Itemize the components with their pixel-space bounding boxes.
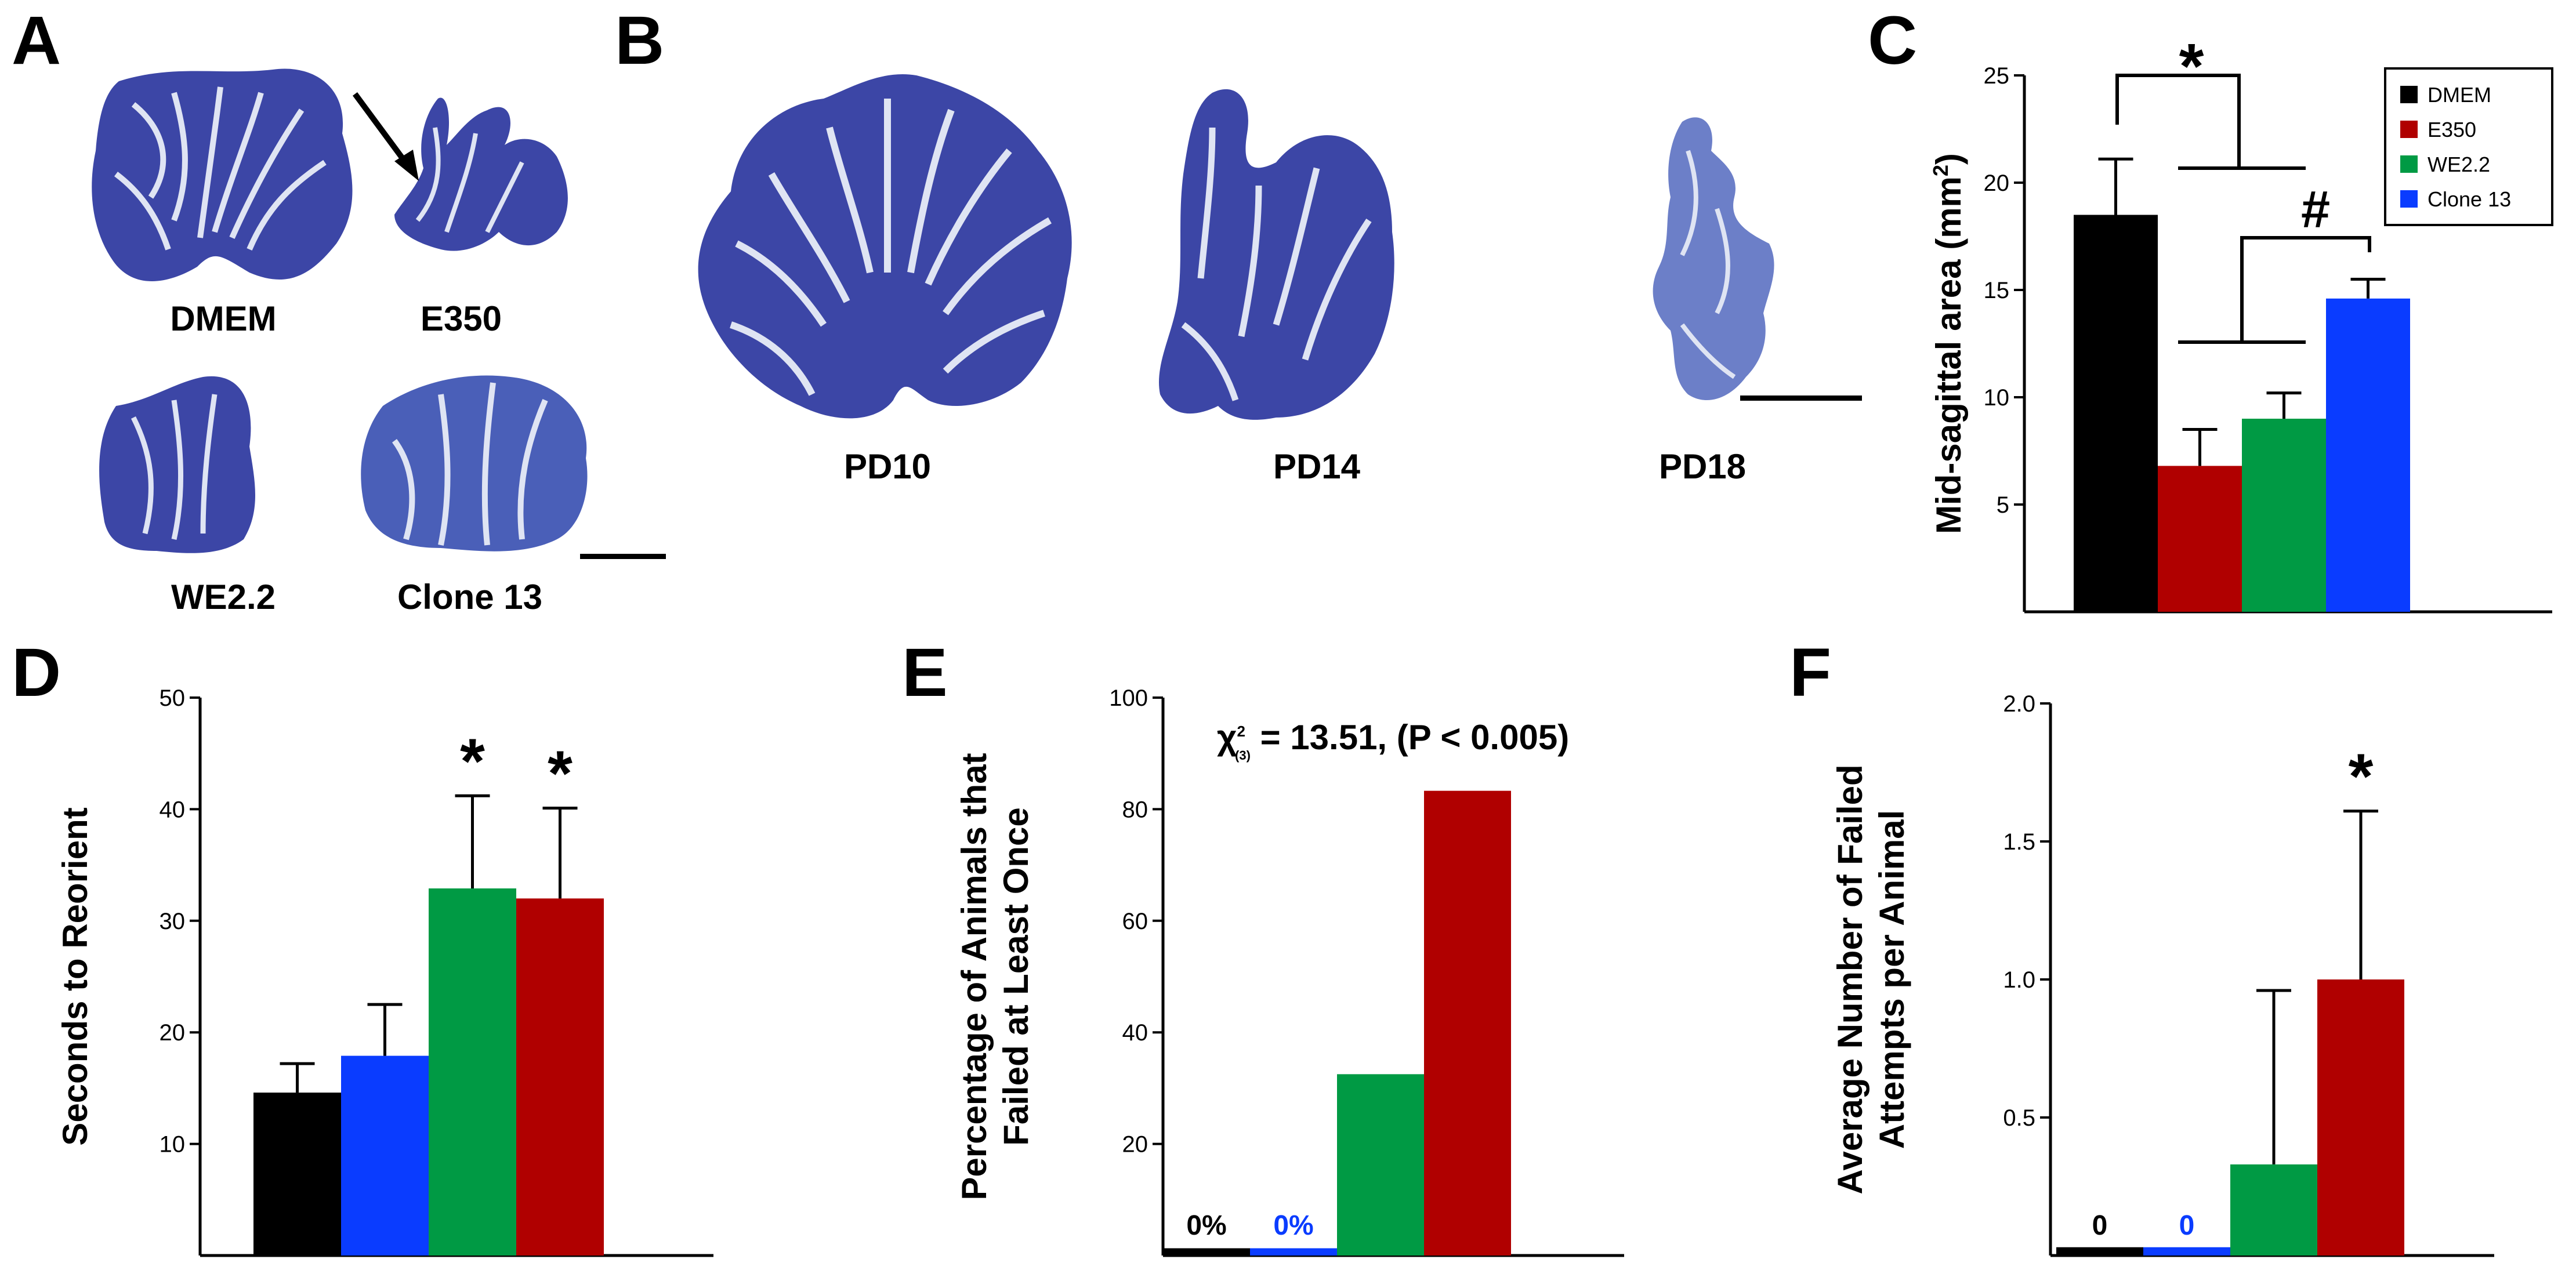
legend-swatch	[2400, 86, 2418, 103]
scale-bar-b	[1740, 395, 1862, 401]
y-tick-label: 2.0	[2003, 691, 2035, 717]
bar-we2-2	[1337, 1074, 1424, 1256]
chart-c-legend: DMEM E350 WE2.2 Clone 13	[2384, 67, 2553, 226]
panel-label-e: E	[902, 634, 948, 711]
bar-e350	[2158, 466, 2242, 612]
legend-label: WE2.2	[2428, 153, 2490, 176]
bar-e350	[2317, 979, 2404, 1256]
bar-value-label: 0	[2092, 1210, 2108, 1241]
y-axis-label: Failed at Least Once	[997, 807, 1035, 1146]
significance-star: *	[548, 738, 573, 809]
bar-we2-2	[429, 888, 516, 1256]
cerebellum-image-dmem	[92, 68, 353, 282]
y-axis-label: Percentage of Animals that	[955, 753, 994, 1200]
bar-dmem	[2074, 215, 2158, 612]
bar-value-label: 0%	[1186, 1210, 1226, 1241]
chart-f-failed-attempts: 0.5 1.0 1.5 2.0 0 0 * Average Number of Failed A…	[1831, 691, 2494, 1257]
bar-dmem	[2056, 1247, 2143, 1256]
y-tick-label: 100	[1109, 685, 1148, 711]
significance-star: *	[2349, 741, 2374, 812]
significance-star: *	[460, 725, 485, 797]
chart-e-chi-square-stat: χ2 (3) = 13.51, (P < 0.005)	[1217, 718, 1569, 763]
y-tick-label: 15	[1984, 278, 2010, 303]
cerebellum-image-we22	[99, 376, 255, 553]
y-tick-label: 25	[1984, 63, 2010, 89]
y-tick-label: 10	[1984, 385, 2010, 411]
y-tick-label: 10	[160, 1132, 186, 1157]
chart-e-percentage-failed: 20 40 60 80 100 0% 0% Percentage of Animals tha…	[955, 685, 1624, 1257]
chart-d-seconds-to-reorient: 10 20 30 40 50 * * Seconds to Reorient	[56, 685, 713, 1257]
y-tick-label: 20	[160, 1020, 186, 1046]
bar-dmem	[1163, 1248, 1250, 1256]
panel-label-d: D	[12, 634, 61, 711]
bar-clone-13	[2326, 298, 2410, 612]
legend-label: E350	[2428, 118, 2476, 141]
y-tick-label: 20	[1984, 170, 2010, 196]
chart-c-mid-sagittal-area: 5 10 15 20 25 Mid-sagittal area (mm2)	[1929, 63, 2552, 614]
caption-pd14: PD14	[1273, 447, 1361, 486]
caption-a-dmem: DMEM	[170, 299, 276, 338]
y-tick-label: 20	[1122, 1132, 1148, 1157]
cerebellum-image-pd14	[1158, 89, 1394, 420]
bar-value-label: 0%	[1273, 1210, 1313, 1241]
scale-bar-a	[580, 554, 666, 559]
legend-label: Clone 13	[2428, 187, 2511, 211]
panel-label-a: A	[12, 2, 61, 79]
chart-c-star: *	[2179, 31, 2204, 102]
caption-a-clone13: Clone 13	[397, 578, 542, 616]
bar-clone-13	[341, 1055, 429, 1256]
caption-pd18: PD18	[1659, 447, 1746, 486]
y-tick-label: 60	[1122, 909, 1148, 934]
y-tick-label: 50	[160, 685, 186, 711]
caption-a-e350: E350	[421, 299, 502, 338]
cerebellum-image-e350	[394, 97, 568, 251]
chart-c-hash: #	[2301, 181, 2330, 239]
panel-label-f: F	[1789, 634, 1831, 711]
cerebellum-image-clone13	[361, 375, 588, 551]
y-tick-label: 5	[1997, 492, 2009, 518]
legend-swatch	[2400, 121, 2418, 138]
bar-we2-2	[2230, 1164, 2317, 1256]
y-tick-label: 0.5	[2003, 1105, 2035, 1131]
legend-label: DMEM	[2428, 83, 2491, 107]
bar-we2-2	[2242, 419, 2326, 612]
legend-swatch	[2400, 155, 2418, 173]
bar-clone-13	[1250, 1248, 1337, 1256]
y-tick-label: 40	[1122, 1020, 1148, 1046]
y-axis-label: Average Number of Failed	[1831, 764, 1869, 1194]
y-tick-label: 1.5	[2003, 829, 2035, 855]
y-axis-label: Seconds to Reorient	[56, 807, 95, 1145]
panel-label-c: C	[1868, 2, 1917, 79]
chart-c-significance-brackets: * #	[2115, 31, 2371, 344]
panel-label-b: B	[615, 2, 664, 79]
y-tick-label: 40	[160, 797, 186, 822]
arrow-marker	[352, 92, 419, 181]
bar-value-label: 0	[2179, 1210, 2195, 1241]
caption-pd10: PD10	[844, 447, 931, 486]
y-tick-label: 1.0	[2003, 967, 2035, 993]
cerebellum-image-pd18	[1653, 117, 1774, 400]
bar-e350	[1424, 790, 1511, 1256]
y-tick-label: 80	[1122, 797, 1148, 822]
y-axis-label: Attempts per Animal	[1872, 810, 1911, 1149]
bar-e350	[516, 898, 604, 1256]
y-axis-label: Mid-sagittal area (mm2)	[1929, 153, 1968, 534]
caption-a-we22: WE2.2	[171, 578, 276, 616]
y-tick-label: 30	[160, 909, 186, 934]
cerebellum-image-pd10	[698, 74, 1072, 419]
bar-dmem	[253, 1093, 341, 1256]
legend-swatch	[2400, 190, 2418, 208]
bar-clone-13	[2143, 1247, 2230, 1256]
